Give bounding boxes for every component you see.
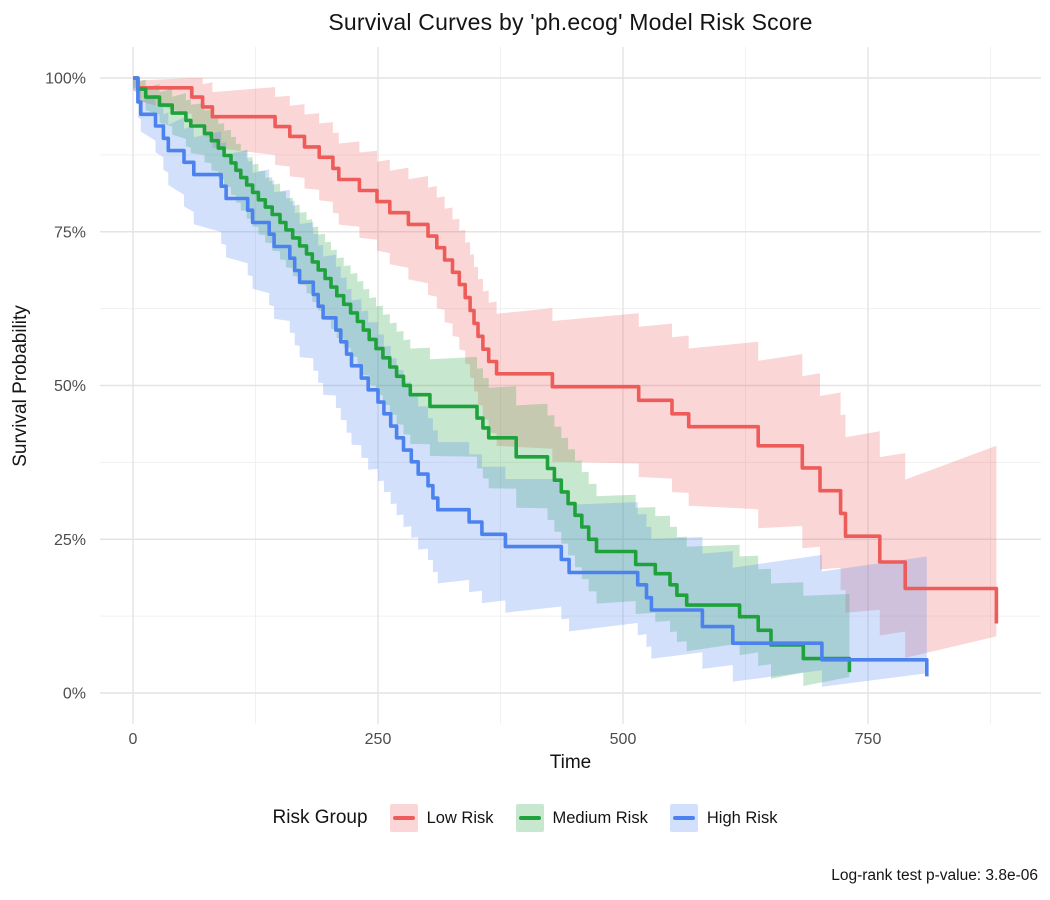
low-risk-line-swatch-icon — [392, 816, 415, 820]
medium-risk-line-swatch-icon — [518, 816, 541, 820]
pvalue-caption: Log-rank test p-value: 3.8e-06 — [831, 867, 1038, 884]
x-axis-title: Time — [549, 752, 592, 773]
legend-label-medium-risk: Medium Risk — [552, 808, 648, 827]
legend-label-low-risk: Low Risk — [426, 808, 494, 827]
legend-key-high-risk — [669, 804, 698, 832]
legend-item-low-risk: Low Risk — [389, 804, 494, 832]
km-plot-panel: 0 250 500 750 0% 25% 50% 75% 100% — [45, 47, 1041, 748]
legend-item-medium-risk: Medium Risk — [515, 804, 648, 832]
high-risk-line-swatch-icon — [672, 816, 695, 820]
survival-curve-medium-risk — [133, 76, 852, 673]
legend: Risk Group Low Risk Medium Risk High Ris… — [0, 804, 1050, 832]
y-tick-label: 50% — [54, 378, 86, 395]
legend-label-high-risk: High Risk — [706, 808, 778, 827]
ci-band-medium-risk — [133, 78, 850, 691]
y-tick-label: 100% — [45, 71, 86, 88]
plot-title: Survival Curves by 'ph.ecog' Model Risk … — [328, 9, 813, 35]
survival-curve-low-risk — [133, 76, 999, 624]
x-tick-label: 500 — [610, 731, 637, 748]
x-tick-label: 750 — [855, 731, 882, 748]
legend-title: Risk Group — [272, 807, 368, 828]
y-axis-title: Survival Probability — [10, 305, 31, 467]
y-tick-label: 75% — [54, 224, 86, 241]
legend-item-high-risk: High Risk — [669, 804, 778, 832]
ci-band-low-risk — [133, 78, 997, 672]
legend-key-low-risk — [389, 804, 418, 832]
x-tick-label: 250 — [365, 731, 392, 748]
x-tick-label: 0 — [129, 731, 138, 748]
legend-key-medium-risk — [515, 804, 544, 832]
y-tick-label: 25% — [54, 532, 86, 549]
survival-curve-high-risk — [133, 76, 929, 677]
y-tick-label: 0% — [63, 686, 86, 703]
